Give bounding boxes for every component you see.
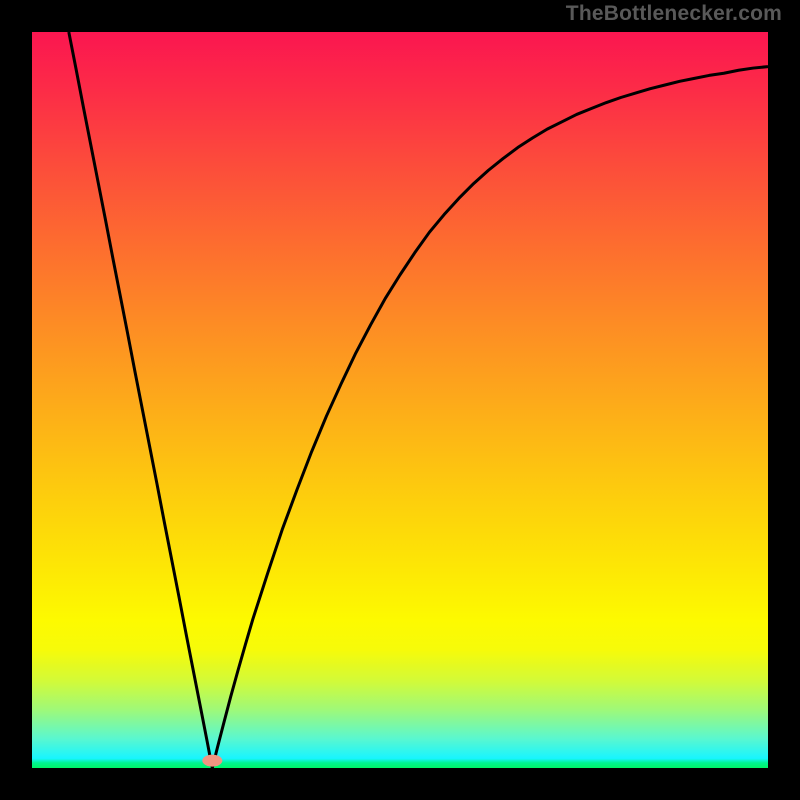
plot-background [32, 32, 768, 768]
watermark: TheBottlenecker.com [566, 2, 782, 26]
chart-container: TheBottlenecker.com [0, 0, 800, 800]
bottleneck-chart [0, 0, 800, 800]
minimum-marker [202, 755, 222, 767]
